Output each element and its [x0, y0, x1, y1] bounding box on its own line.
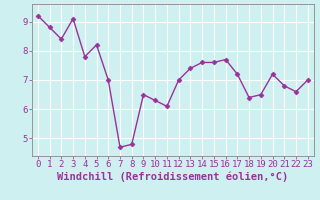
X-axis label: Windchill (Refroidissement éolien,°C): Windchill (Refroidissement éolien,°C) — [57, 172, 288, 182]
